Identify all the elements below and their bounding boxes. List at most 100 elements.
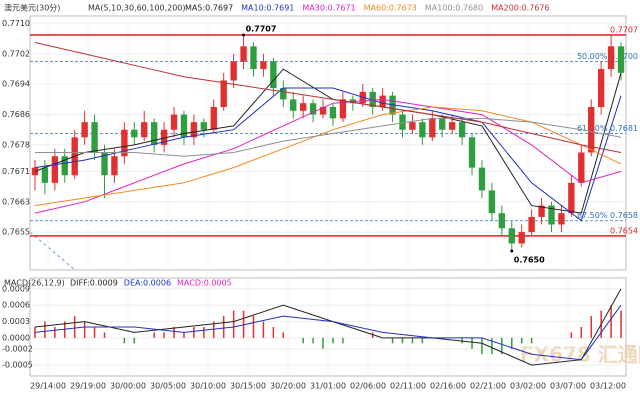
x-tick-label: 03/02:00 — [510, 382, 546, 391]
x-tick-label: 30/15:00 — [230, 382, 266, 391]
candle-body — [91, 122, 98, 153]
candle-body — [329, 106, 337, 119]
candle-body — [270, 61, 277, 89]
candle-body — [180, 114, 188, 138]
candle-body — [81, 122, 88, 138]
x-tick-label: 03/12:00 — [590, 382, 626, 391]
y-tick-label: 0.0006 — [2, 301, 30, 310]
candle-body — [220, 80, 227, 107]
candle-body — [299, 103, 307, 111]
y-tick-label: 0.7655 — [2, 228, 30, 237]
candle-body — [508, 228, 515, 244]
candle-body — [528, 216, 535, 233]
watermark: FX678 汇通网 — [520, 343, 640, 367]
x-tick-label: 29/19:00 — [70, 382, 106, 391]
y-tick-label: 0.0003 — [2, 317, 30, 326]
candle-body — [498, 213, 506, 229]
annotation-point — [510, 249, 514, 253]
trend-line — [29, 231, 76, 271]
y-tick-label: -0.0002 — [2, 344, 33, 353]
candle-body — [101, 152, 108, 176]
candle-body — [439, 118, 446, 130]
candle-body — [240, 46, 247, 62]
candle-body — [339, 99, 347, 119]
x-tick-label: 02/06:00 — [350, 382, 386, 391]
y-tick-label: 0.7710 — [2, 19, 30, 28]
legend-entry: MA30:0.7671 — [302, 4, 355, 13]
legend-entry: DEA:0.0006 — [124, 279, 171, 288]
candle-body — [121, 129, 128, 157]
legend-entry: MA60:0.7673 — [364, 4, 417, 13]
y-tick-label: 0.7671 — [2, 167, 30, 176]
x-tick-label: 30/20:00 — [270, 382, 306, 391]
legend-entry: MA10:0.7691 — [241, 4, 294, 13]
candle-body — [578, 152, 585, 183]
annotation-label: 0.7650 — [514, 256, 545, 265]
candle-body — [409, 122, 416, 130]
y-tick-label: 0.7702 — [2, 49, 30, 58]
x-tick-label: 03/07:00 — [550, 382, 586, 391]
candle-body — [319, 106, 327, 115]
x-tick-label: 30/10:00 — [190, 382, 226, 391]
candle-body — [210, 106, 217, 130]
x-tick-label: 29/14:00 — [30, 382, 66, 391]
candle-body — [41, 167, 49, 183]
candle-body — [379, 95, 386, 107]
y-tick-label: 0.7686 — [2, 110, 30, 119]
candle-body — [260, 61, 267, 70]
y-tick-label: -0.0005 — [2, 361, 33, 370]
candle-body — [548, 205, 555, 225]
legend-entry: MA200:0.7676 — [491, 4, 549, 13]
y-tick-label: 0.7694 — [2, 80, 30, 89]
level-label: 87.50% 0.7658 — [577, 211, 638, 220]
x-tick-label: 31/01:00 — [310, 382, 346, 391]
legend-entry: DIFF:0.0009 — [70, 279, 118, 288]
candle-body — [429, 118, 436, 138]
candle-body — [309, 103, 317, 115]
legend-entry: MACD:0.0005 — [177, 279, 232, 288]
chart-title: 澳元美元(30分) — [4, 3, 60, 13]
annotation-label: 0.7707 — [246, 24, 277, 33]
level-label: 0.7707 — [610, 25, 638, 34]
candle-body — [607, 46, 615, 70]
candle-body — [200, 122, 208, 130]
ma-line — [35, 117, 622, 157]
x-tick-label: 02/16:00 — [430, 382, 466, 391]
candle-body — [617, 46, 625, 73]
ma-line — [34, 98, 622, 214]
candle-body — [488, 190, 496, 214]
candle-body — [588, 106, 595, 153]
candle-body — [399, 114, 406, 130]
candle-body — [141, 122, 148, 138]
y-tick-label: 0.0000 — [2, 333, 30, 342]
candle-body — [61, 156, 68, 176]
annotation-point — [242, 33, 246, 37]
candle-body — [190, 122, 198, 138]
candle-body — [458, 122, 466, 138]
candle-body — [468, 137, 476, 168]
ma-line — [34, 42, 622, 153]
candle-body — [538, 205, 545, 217]
x-tick-label: 30/00:00 — [110, 382, 146, 391]
y-tick-label: 0.0009 — [2, 284, 30, 293]
candle-body — [31, 167, 39, 176]
legend-entry: MA100:0.7680 — [425, 4, 483, 13]
level-label: 50.00% 0.7700 — [577, 52, 638, 61]
candle-body — [597, 69, 605, 107]
legend-entry: MA5:0.7697 — [185, 4, 233, 13]
ma-title: MA(5,10,30,60,100,200) — [88, 4, 186, 13]
x-tick-label: 30/05:00 — [150, 382, 186, 391]
candle-body — [160, 129, 168, 145]
candle-body — [51, 156, 59, 183]
y-tick-label: 0.7663 — [2, 197, 30, 206]
candle-body — [369, 91, 376, 107]
ma-line — [34, 304, 622, 361]
candle-body — [111, 156, 118, 176]
candle-body — [150, 122, 158, 145]
candle-body — [170, 114, 178, 130]
candle-body — [568, 182, 575, 214]
candle-body — [518, 232, 525, 244]
level-label: 0.7654 — [610, 226, 638, 235]
